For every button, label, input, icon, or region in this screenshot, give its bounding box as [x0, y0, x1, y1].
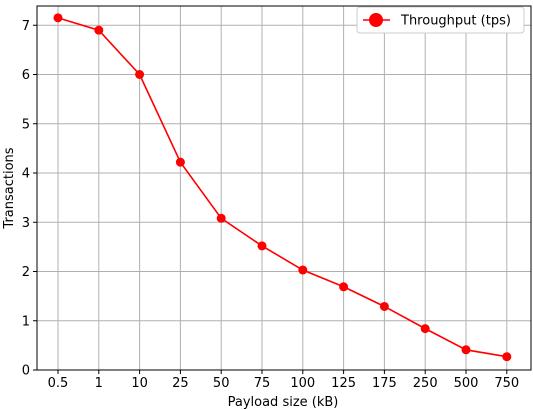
data-point: [420, 324, 430, 334]
data-point: [339, 282, 349, 292]
data-point: [53, 13, 63, 23]
data-point: [298, 265, 308, 275]
y-tick-label: 7: [22, 19, 30, 34]
plot-frame: [36, 5, 532, 371]
x-tick-label: 50: [213, 376, 230, 391]
x-tick-label: 175: [372, 376, 397, 391]
y-tick-label: 0: [22, 364, 30, 379]
legend: Throughput (tps): [356, 6, 525, 34]
legend-label: Throughput (tps): [400, 14, 511, 29]
y-tick-label: 6: [22, 68, 30, 83]
legend-marker-swatch: [369, 13, 383, 27]
x-tick-label: 100: [290, 376, 315, 391]
data-point: [94, 25, 104, 35]
x-tick-label: 1: [95, 376, 103, 391]
data-point: [502, 352, 512, 362]
y-tick-label: 4: [22, 167, 30, 182]
data-point: [135, 70, 145, 79]
y-tick-label: 5: [22, 117, 30, 132]
data-point: [216, 213, 226, 223]
y-tick-label: 3: [22, 216, 30, 231]
y-axis-label: Transactions: [2, 147, 17, 229]
x-tick-label: 10: [131, 376, 148, 391]
x-tick-label: 500: [454, 376, 479, 391]
y-tick-label: 1: [22, 314, 30, 329]
data-point: [175, 157, 185, 167]
grid-lines: [37, 6, 531, 371]
x-axis-label: Payload size (kB): [228, 395, 339, 410]
x-tick-label: 750: [494, 376, 519, 391]
x-tick-label: 75: [254, 376, 271, 391]
data-point: [257, 241, 267, 251]
data-point: [379, 301, 389, 311]
y-tick-label: 2: [22, 265, 30, 280]
legend-box: [356, 6, 525, 34]
y-axis: 0 1 2 3 4 5 6 7: [22, 19, 37, 379]
x-tick-label: 25: [172, 376, 189, 391]
series-line: [57, 17, 507, 358]
x-tick-label: 0.5: [48, 376, 69, 391]
data-point: [461, 345, 471, 355]
x-axis: 0.5 1 10 25 50 75 100 125 175 250 500 750: [48, 370, 519, 391]
x-tick-label: 250: [413, 376, 438, 391]
series-layer: [53, 13, 512, 362]
x-tick-label: 125: [331, 376, 356, 391]
